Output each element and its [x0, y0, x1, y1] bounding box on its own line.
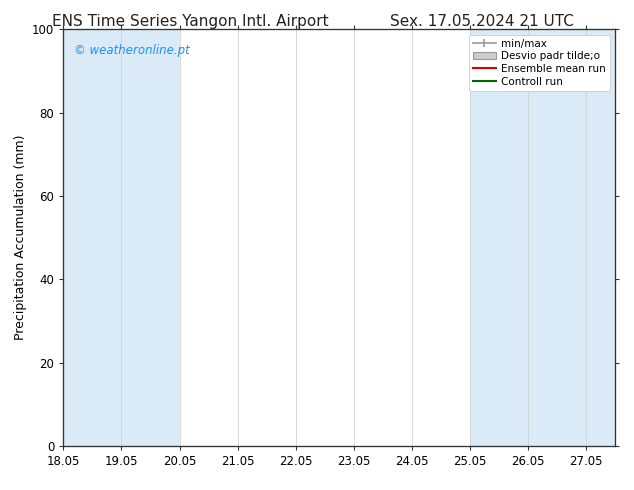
Bar — [470, 29, 615, 446]
Y-axis label: Precipitation Accumulation (mm): Precipitation Accumulation (mm) — [13, 135, 27, 341]
Text: © weatheronline.pt: © weatheronline.pt — [74, 44, 190, 57]
Text: ENS Time Series Yangon Intl. Airport: ENS Time Series Yangon Intl. Airport — [52, 14, 328, 29]
Text: Sex. 17.05.2024 21 UTC: Sex. 17.05.2024 21 UTC — [390, 14, 574, 29]
Legend: min/max, Desvio padr tilde;o, Ensemble mean run, Controll run: min/max, Desvio padr tilde;o, Ensemble m… — [469, 35, 610, 91]
Bar — [63, 29, 179, 446]
